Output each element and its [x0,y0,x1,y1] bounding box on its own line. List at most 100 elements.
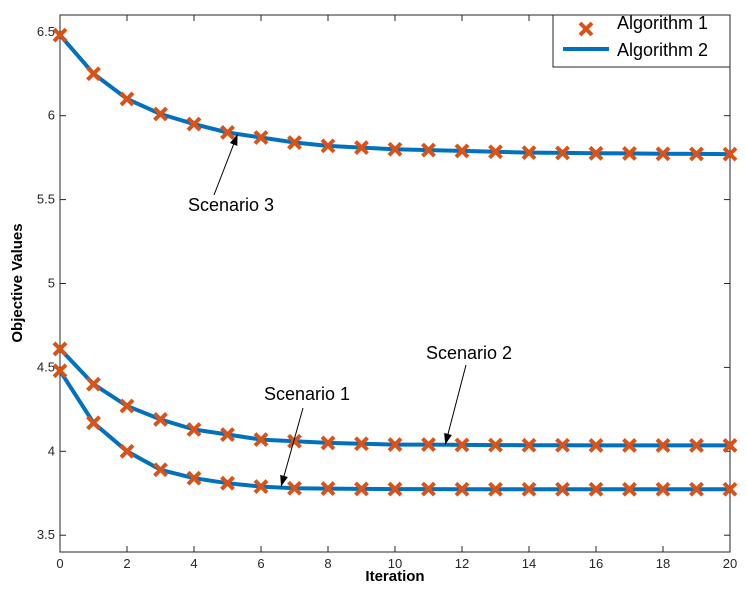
marker-stroke [320,435,336,451]
marker-stroke [153,106,168,122]
marker-stroke [421,481,436,497]
algorithm1-marker [186,470,202,486]
algorithm1-marker [689,438,704,453]
x-tick-label: 12 [455,556,469,571]
y-tick-label: 6.5 [37,24,55,39]
algorithm1-marker [387,481,403,497]
y-axis-label: Objective Values [9,223,26,342]
x-tick-label: 16 [589,556,603,571]
algorithm1-marker [555,481,570,497]
algorithm1-marker [52,27,68,43]
marker-stroke [387,481,403,497]
marker-stroke [421,142,436,158]
marker-stroke [253,432,269,447]
algorithm1-marker [287,433,302,449]
marker-stroke [655,481,671,497]
marker-stroke [320,138,336,154]
marker-stroke [220,427,235,442]
marker-stroke [722,146,738,162]
marker-stroke [119,443,135,459]
algorithm1-marker [521,481,537,497]
x-tick-label: 8 [324,556,331,571]
legend-algorithm1-marker [578,21,594,37]
marker-stroke [387,141,403,157]
algorithm1-marker [253,432,269,447]
marker-stroke [521,481,537,497]
marker-stroke [689,481,704,497]
algorithm1-marker [287,480,302,496]
annotation-scenario-2: Scenario 2 [426,343,512,445]
algorithm1-marker [186,422,202,437]
marker-stroke [186,116,202,132]
algorithm1-marker [153,106,168,122]
algorithm1-marker [622,146,637,161]
y-tick-label: 3.5 [37,527,55,542]
algorithm1-marker [119,398,135,414]
algorithm1-marker [220,427,235,442]
marker-stroke [689,438,704,453]
x-tick-label: 18 [656,556,670,571]
algorithm1-marker [119,443,135,459]
algorithm1-marker [421,437,436,453]
x-tick-label: 2 [123,556,130,571]
algorithm1-marker [722,146,738,162]
marker-stroke [722,438,738,453]
marker-stroke [86,66,101,82]
algorithm1-marker [186,116,202,132]
marker-stroke [555,145,570,161]
marker-stroke [220,125,235,140]
marker-stroke [119,91,135,107]
legend: Algorithm 1 Algorithm 2 [552,13,731,68]
algorithm1-marker [655,146,671,162]
algorithm1-marker [153,462,168,478]
y-tick-label: 5 [48,276,55,291]
marker-stroke [119,398,135,414]
algorithm1-marker [689,481,704,497]
marker-stroke [387,437,403,453]
marker-stroke [488,144,503,160]
algorithm1-marker [86,376,101,392]
marker-stroke [588,438,604,453]
marker-stroke [287,135,302,150]
annotation-label: Scenario 3 [188,195,274,215]
legend-algorithm2-label: Algorithm 2 [617,40,708,60]
marker-stroke [354,140,369,155]
algorithm1-marker [655,438,671,453]
y-tick-label: 5.5 [37,192,55,207]
marker-stroke [655,146,671,162]
marker-stroke [52,363,68,379]
x-tick-label: 20 [723,556,737,571]
marker-stroke [354,481,369,497]
algorithm1-marker [387,437,403,453]
algorithm1-marker [52,341,68,357]
algorithm1-marker [454,481,470,497]
algorithm1-marker [521,437,537,453]
algorithm1-marker [287,135,302,150]
marker-stroke [622,146,637,161]
series-markers [52,27,738,497]
marker-stroke [689,146,704,162]
algorithm1-marker [320,435,336,451]
marker-stroke [287,480,302,496]
marker-stroke [454,143,470,159]
marker-stroke [86,415,101,431]
marker-stroke [52,341,68,357]
algorithm1-marker [488,437,503,453]
y-tick-label: 4.5 [37,359,55,374]
marker-stroke [287,433,302,449]
algorithm1-marker [253,479,269,494]
marker-stroke [253,479,269,494]
marker-stroke [253,130,269,145]
algorithm1-marker [86,415,101,431]
marker-stroke [320,481,336,496]
algorithm1-marker [421,142,436,158]
marker-stroke [488,437,503,453]
algorithm1-marker [354,481,369,497]
algorithm1-marker [119,91,135,107]
algorithm1-marker [220,475,235,491]
algorithm1-marker [454,437,470,453]
marker-stroke [52,27,68,43]
plot-area [59,14,731,553]
algorithm1-marker [52,363,68,379]
